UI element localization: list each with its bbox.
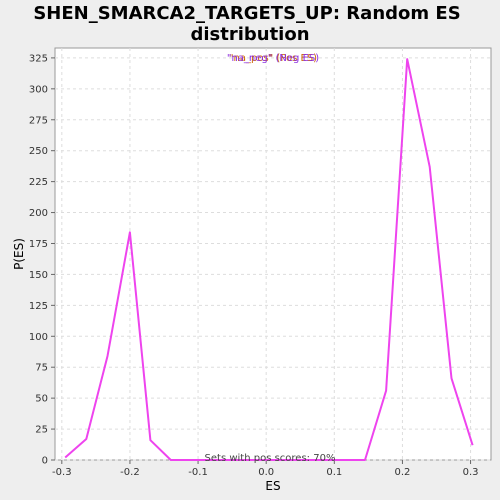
y-tick-label: 50 <box>35 394 48 405</box>
y-tick-label: 200 <box>29 208 48 219</box>
y-tick-label: 225 <box>29 177 48 188</box>
y-tick-label: 0 <box>42 456 48 467</box>
y-tick-label: 100 <box>29 332 48 343</box>
y-tick-label: 125 <box>29 301 48 312</box>
legend: "na_pos" (Pos ES) "na_neg" (Neg ES) <box>227 53 319 64</box>
legend-entry-pos: "na_pos" (Pos ES) <box>229 53 317 64</box>
y-axis-label: P(ES) <box>12 238 26 270</box>
series-layer <box>64 58 474 461</box>
x-tick-label: 0.0 <box>258 467 274 478</box>
y-tick-label: 325 <box>29 53 48 64</box>
y-tick-label: 75 <box>35 363 48 374</box>
y-tick-label: 150 <box>29 270 48 281</box>
y-axis: 0 25 50 75 100 125 150 175 200 225 250 275 300 325 <box>29 53 55 467</box>
x-tick-label: 0.3 <box>463 467 479 478</box>
chart-title-line1: SHEN_SMARCA2_TARGETS_UP: Random ES <box>33 3 460 24</box>
y-tick-label: 275 <box>29 115 48 126</box>
pos-scores-annotation: Sets with pos scores: 70% <box>205 453 336 464</box>
y-tick-label: 175 <box>29 239 48 250</box>
x-tick-label: -0.2 <box>120 467 140 478</box>
x-tick-label: 0.1 <box>326 467 342 478</box>
x-tick-label: 0.2 <box>394 467 410 478</box>
y-tick-label: 25 <box>35 425 48 436</box>
x-axis-label: ES <box>265 479 280 493</box>
legend-entry-neg: "na_neg" (Neg ES) <box>227 53 319 64</box>
grid-lines <box>55 48 491 461</box>
chart-title-line2: distribution <box>190 24 309 45</box>
x-tick-label: -0.1 <box>188 467 208 478</box>
x-tick-label: -0.3 <box>52 467 72 478</box>
y-tick-label: 300 <box>29 84 48 95</box>
es-distribution-line <box>64 58 474 461</box>
y-tick-label: 250 <box>29 146 48 157</box>
